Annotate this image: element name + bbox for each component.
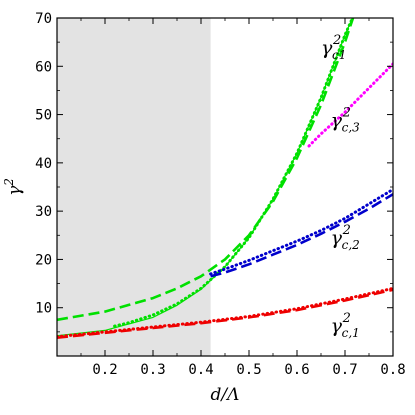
svg-text:c1: c1 bbox=[332, 48, 346, 62]
x-tick-label: 0.8 bbox=[380, 362, 405, 378]
svg-text:2: 2 bbox=[342, 223, 351, 238]
svg-text:γ: γ bbox=[331, 315, 343, 337]
svg-text:c,1: c,1 bbox=[342, 326, 360, 340]
series-label-c1: γ 2c,1 bbox=[331, 311, 360, 340]
x-tick-label: 0.4 bbox=[188, 362, 213, 378]
curve-group bbox=[57, 18, 393, 339]
svg-text:γ2: γ2 bbox=[2, 178, 25, 196]
x-tick-label: 0.7 bbox=[332, 362, 357, 378]
series-dashed-line-8 bbox=[57, 288, 393, 339]
x-tick-label: 0.5 bbox=[236, 362, 261, 378]
y-axis-ticks: 10 20 30 40 50 60 70 bbox=[35, 11, 393, 333]
series-dotted-line-4 bbox=[307, 62, 393, 148]
y-axis-label-sup: 2 bbox=[2, 178, 16, 187]
y-tick-label: 50 bbox=[35, 108, 52, 124]
svg-text:γ: γ bbox=[321, 37, 333, 59]
series-dashed-line-6 bbox=[210, 193, 393, 278]
y-tick-label: 10 bbox=[35, 301, 52, 317]
y-tick-label: 60 bbox=[35, 59, 52, 75]
y-tick-label: 70 bbox=[35, 11, 52, 27]
svg-text:2: 2 bbox=[332, 33, 341, 48]
x-axis-label: d/Λ bbox=[211, 385, 240, 405]
series-label-c1: γ 2c1 bbox=[321, 33, 346, 62]
svg-text:γ: γ bbox=[331, 227, 343, 249]
y-tick-label: 20 bbox=[35, 252, 52, 268]
y-tick-label: 30 bbox=[35, 204, 52, 220]
series-dotted-line-3 bbox=[113, 18, 355, 328]
svg-text:2: 2 bbox=[342, 311, 351, 326]
shaded-region bbox=[57, 18, 211, 356]
series-dashed-line-2 bbox=[57, 18, 355, 322]
y-tick-label: 40 bbox=[35, 156, 52, 172]
x-tick-label: 0.2 bbox=[92, 362, 117, 378]
x-tick-label: 0.6 bbox=[284, 362, 309, 378]
series-dotted-line-7 bbox=[57, 286, 393, 339]
svg-text:c,3: c,3 bbox=[342, 121, 361, 135]
series-dotted-line-5 bbox=[209, 187, 393, 276]
svg-text:2: 2 bbox=[342, 106, 351, 121]
series-label-c3: γ 2c,3 bbox=[331, 106, 361, 135]
y-axis-label: γ2 bbox=[2, 178, 25, 196]
svg-text:c,2: c,2 bbox=[342, 238, 360, 252]
series-label-c2: γ 2c,2 bbox=[331, 223, 360, 252]
svg-text:γ: γ bbox=[331, 110, 343, 132]
x-tick-label: 0.3 bbox=[140, 362, 165, 378]
x-axis-ticks: 0.2 0.3 0.4 0.5 0.6 0.7 0.8 bbox=[80, 18, 406, 378]
y-axis-label-base: γ bbox=[5, 185, 25, 196]
